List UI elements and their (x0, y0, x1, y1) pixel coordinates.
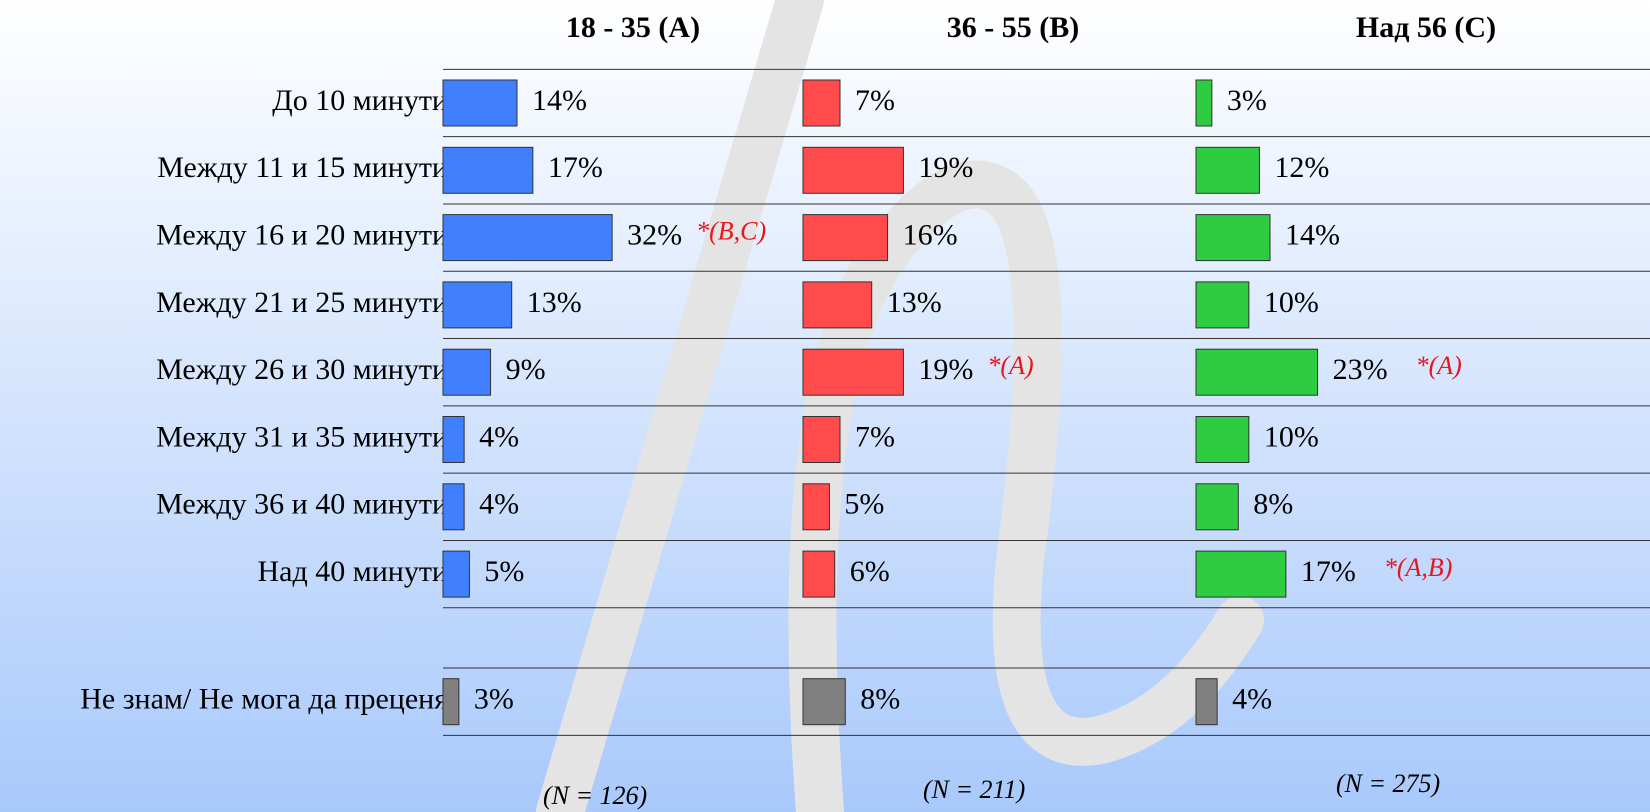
bar (802, 550, 836, 598)
bar (1195, 214, 1271, 262)
bar (442, 678, 460, 726)
category-label: Между 11 и 15 минути (157, 151, 448, 184)
bar (802, 281, 873, 329)
value-label: 7% (855, 420, 895, 453)
annotation: *(A) (1416, 351, 1462, 380)
bar (442, 146, 534, 194)
value-label: 32% (627, 218, 682, 251)
value-label: 8% (860, 683, 900, 716)
bar (802, 483, 830, 531)
value-label: 16% (903, 218, 958, 251)
value-label: 7% (855, 84, 895, 117)
bar (1195, 416, 1250, 463)
value-label: 12% (1274, 151, 1329, 184)
value-label: 4% (479, 420, 519, 453)
value-label: 6% (850, 555, 890, 588)
value-label: 13% (527, 286, 582, 319)
category-label: Между 31 и 35 минути (156, 420, 448, 453)
sample-size: (N = 211) (923, 775, 1025, 804)
panel-title: Над 56 (C) (1356, 11, 1496, 44)
value-label: 4% (1232, 683, 1272, 716)
bar (442, 550, 470, 598)
category-label: Над 40 минути (257, 555, 448, 588)
value-label: 10% (1264, 286, 1319, 319)
value-label: 5% (484, 555, 524, 588)
value-label: 13% (887, 286, 942, 319)
value-label: 14% (532, 84, 587, 117)
bar (442, 348, 492, 396)
panel-title: 18 - 35 (A) (566, 11, 700, 44)
bar (442, 281, 513, 329)
sample-size: (N = 275) (1336, 769, 1440, 798)
bar (442, 79, 518, 127)
value-label: 10% (1264, 420, 1319, 453)
bar (1195, 348, 1319, 396)
category-label: Между 21 и 25 минути (156, 286, 448, 319)
value-label: 14% (1285, 218, 1340, 251)
value-label: 4% (479, 488, 519, 521)
value-label: 8% (1253, 488, 1293, 521)
category-label: Между 26 и 30 минути (156, 353, 448, 386)
bar (802, 416, 841, 463)
bar (442, 416, 465, 463)
annotation: *(A) (987, 351, 1033, 380)
sample-size: (N = 126) (543, 781, 647, 810)
bar (1195, 79, 1213, 127)
value-label: 9% (506, 353, 546, 386)
value-label: 3% (474, 683, 514, 716)
value-label: 17% (548, 151, 603, 184)
bar (802, 678, 846, 726)
bar (802, 146, 904, 194)
bar (1195, 483, 1239, 531)
value-label: 17% (1301, 555, 1356, 588)
bar (802, 348, 904, 396)
bar (442, 483, 465, 531)
category-label: Между 36 и 40 минути (156, 488, 448, 521)
value-label: 19% (918, 151, 973, 184)
annotation: *(A,B) (1384, 553, 1453, 582)
bar (1195, 146, 1260, 194)
bar (802, 79, 841, 127)
category-label: До 10 минути (272, 84, 448, 117)
bar (802, 214, 889, 262)
bar (1195, 678, 1218, 726)
category-label: Не знам/ Не мога да преценя (80, 683, 448, 716)
value-label: 5% (844, 488, 884, 521)
annotation: *(B,C) (696, 217, 766, 246)
value-label: 3% (1227, 84, 1267, 117)
bar (1195, 281, 1250, 329)
category-label: Между 16 и 20 минути (156, 218, 448, 251)
plot: До 10 минути Между 11 и 15 минути Между 16… (80, 11, 1650, 810)
value-label: 23% (1333, 353, 1388, 386)
panel-title: 36 - 55 (B) (947, 11, 1079, 44)
bar (1195, 550, 1287, 598)
bar (442, 214, 613, 262)
value-label: 19% (918, 353, 973, 386)
